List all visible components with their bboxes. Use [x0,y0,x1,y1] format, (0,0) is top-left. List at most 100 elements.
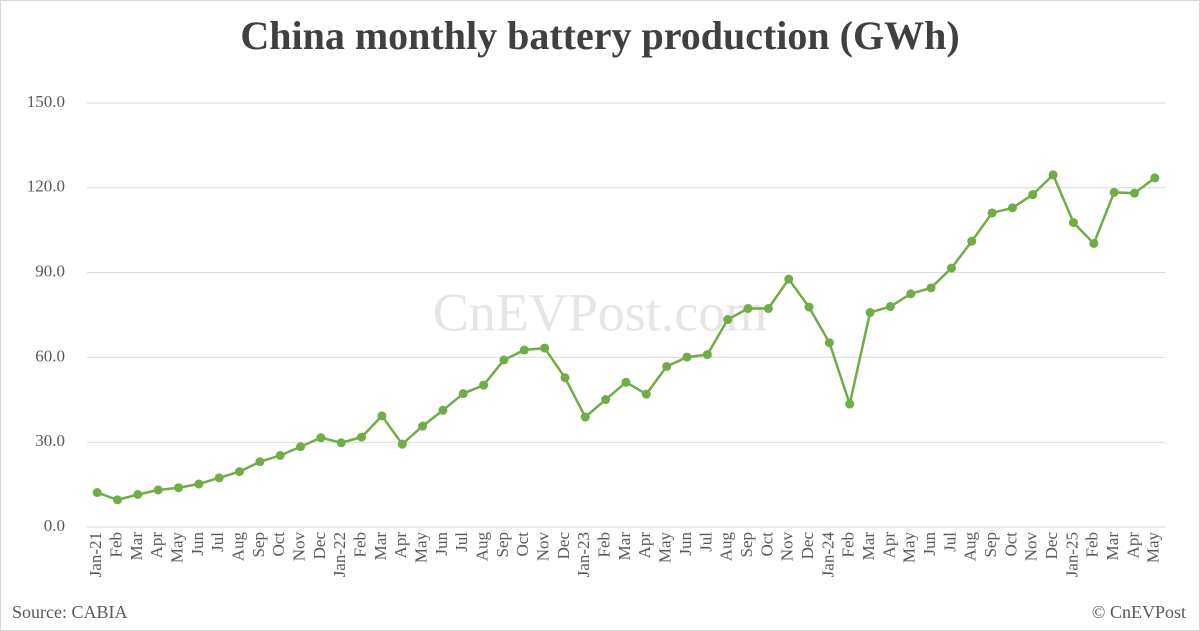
point [987,208,997,218]
point [438,405,448,415]
x-tick-label: May [1144,532,1163,564]
x-tick-label: Apr [635,532,654,559]
x-tick-label: Jul [940,532,959,552]
x-tick-label: May [900,532,919,564]
point [1007,203,1017,213]
y-tick-label: 150.0 [27,92,65,111]
point [479,380,489,390]
x-tick-label: Feb [350,532,369,558]
point [662,361,672,371]
x-tick-label: Jun [920,532,939,556]
x-tick-label: Aug [228,532,247,562]
point [641,389,651,399]
x-tick-label: Oct [1001,532,1020,557]
y-tick-label: 30.0 [35,431,65,450]
x-tick-label: Oct [513,532,532,557]
x-tick-label: Jan-23 [574,532,593,577]
point [1048,170,1058,180]
x-tick-label: Jun [676,532,695,556]
x-tick-label: Nov [1022,532,1041,562]
point [418,421,428,431]
point [926,283,936,293]
watermark: CnEVPost.com [433,282,768,342]
x-tick-label: Sep [737,532,756,558]
point [885,302,895,312]
x-tick-label: May [656,532,675,564]
point [1068,218,1078,228]
point [540,343,550,353]
point [560,373,570,383]
point [621,377,631,387]
y-tick-label: 60.0 [35,346,65,365]
x-tick-label: Mar [1103,532,1122,561]
point [255,457,265,467]
point [235,467,245,477]
point [133,489,143,499]
x-tick-label: May [412,532,431,564]
x-tick-label: Jan-24 [818,532,837,578]
x-tick-label: Oct [269,532,288,557]
x-tick-label: Nov [289,532,308,562]
x-tick-label: Sep [493,532,512,558]
point [1109,187,1119,197]
x-tick-label: Dec [1042,532,1061,560]
x-tick-label: Jul [696,532,715,552]
point [113,495,123,505]
point [682,352,692,362]
point [275,450,285,460]
x-tick-label: Mar [371,532,390,561]
x-tick-label: Mar [859,532,878,561]
point [946,263,956,273]
point [458,389,468,399]
point [784,274,794,284]
x-tick-label: Aug [961,532,980,562]
x-tick-label: Feb [106,532,125,558]
point [1089,238,1099,248]
y-tick-label: 90.0 [35,262,65,281]
point [153,485,163,495]
point [92,488,102,498]
point [214,473,224,483]
point [804,302,814,312]
x-tick-label: Jun [432,532,451,556]
point [174,483,184,493]
x-tick-label: Mar [127,532,146,561]
x-tick-label: Jul [452,532,471,552]
x-tick-label: Apr [391,532,410,559]
point [601,395,611,405]
point [336,438,346,448]
point [723,315,733,325]
point [499,355,509,365]
x-tick-label: Feb [1083,532,1102,558]
point [377,411,387,421]
credit: © CnEVPost [1092,602,1186,622]
x-tick-label: Aug [717,532,736,562]
x-tick-label: Apr [1123,532,1142,559]
point [1028,190,1038,200]
x-tick-label: Apr [147,532,166,559]
point [296,442,306,452]
x-tick-label: Apr [879,532,898,559]
x-tick-label: May [167,532,186,564]
x-tick-label: Feb [839,532,858,558]
x-tick-label: Oct [757,532,776,557]
point [967,236,977,246]
source: Source: CABIA [12,602,128,622]
point [1150,173,1160,183]
point [1129,188,1139,198]
x-tick-label: Jul [208,532,227,552]
point [763,303,773,313]
point [580,412,590,422]
x-tick-label: Sep [981,532,1000,558]
point [316,433,326,443]
x-tick-label: Sep [249,532,268,558]
chart-title: China monthly battery production (GWh) [240,13,959,58]
x-tick-label: Dec [554,532,573,560]
x-tick-label: Jan-21 [86,532,105,577]
x-tick-label: Dec [310,532,329,560]
point [743,303,753,313]
x-tick-label: Aug [473,532,492,562]
